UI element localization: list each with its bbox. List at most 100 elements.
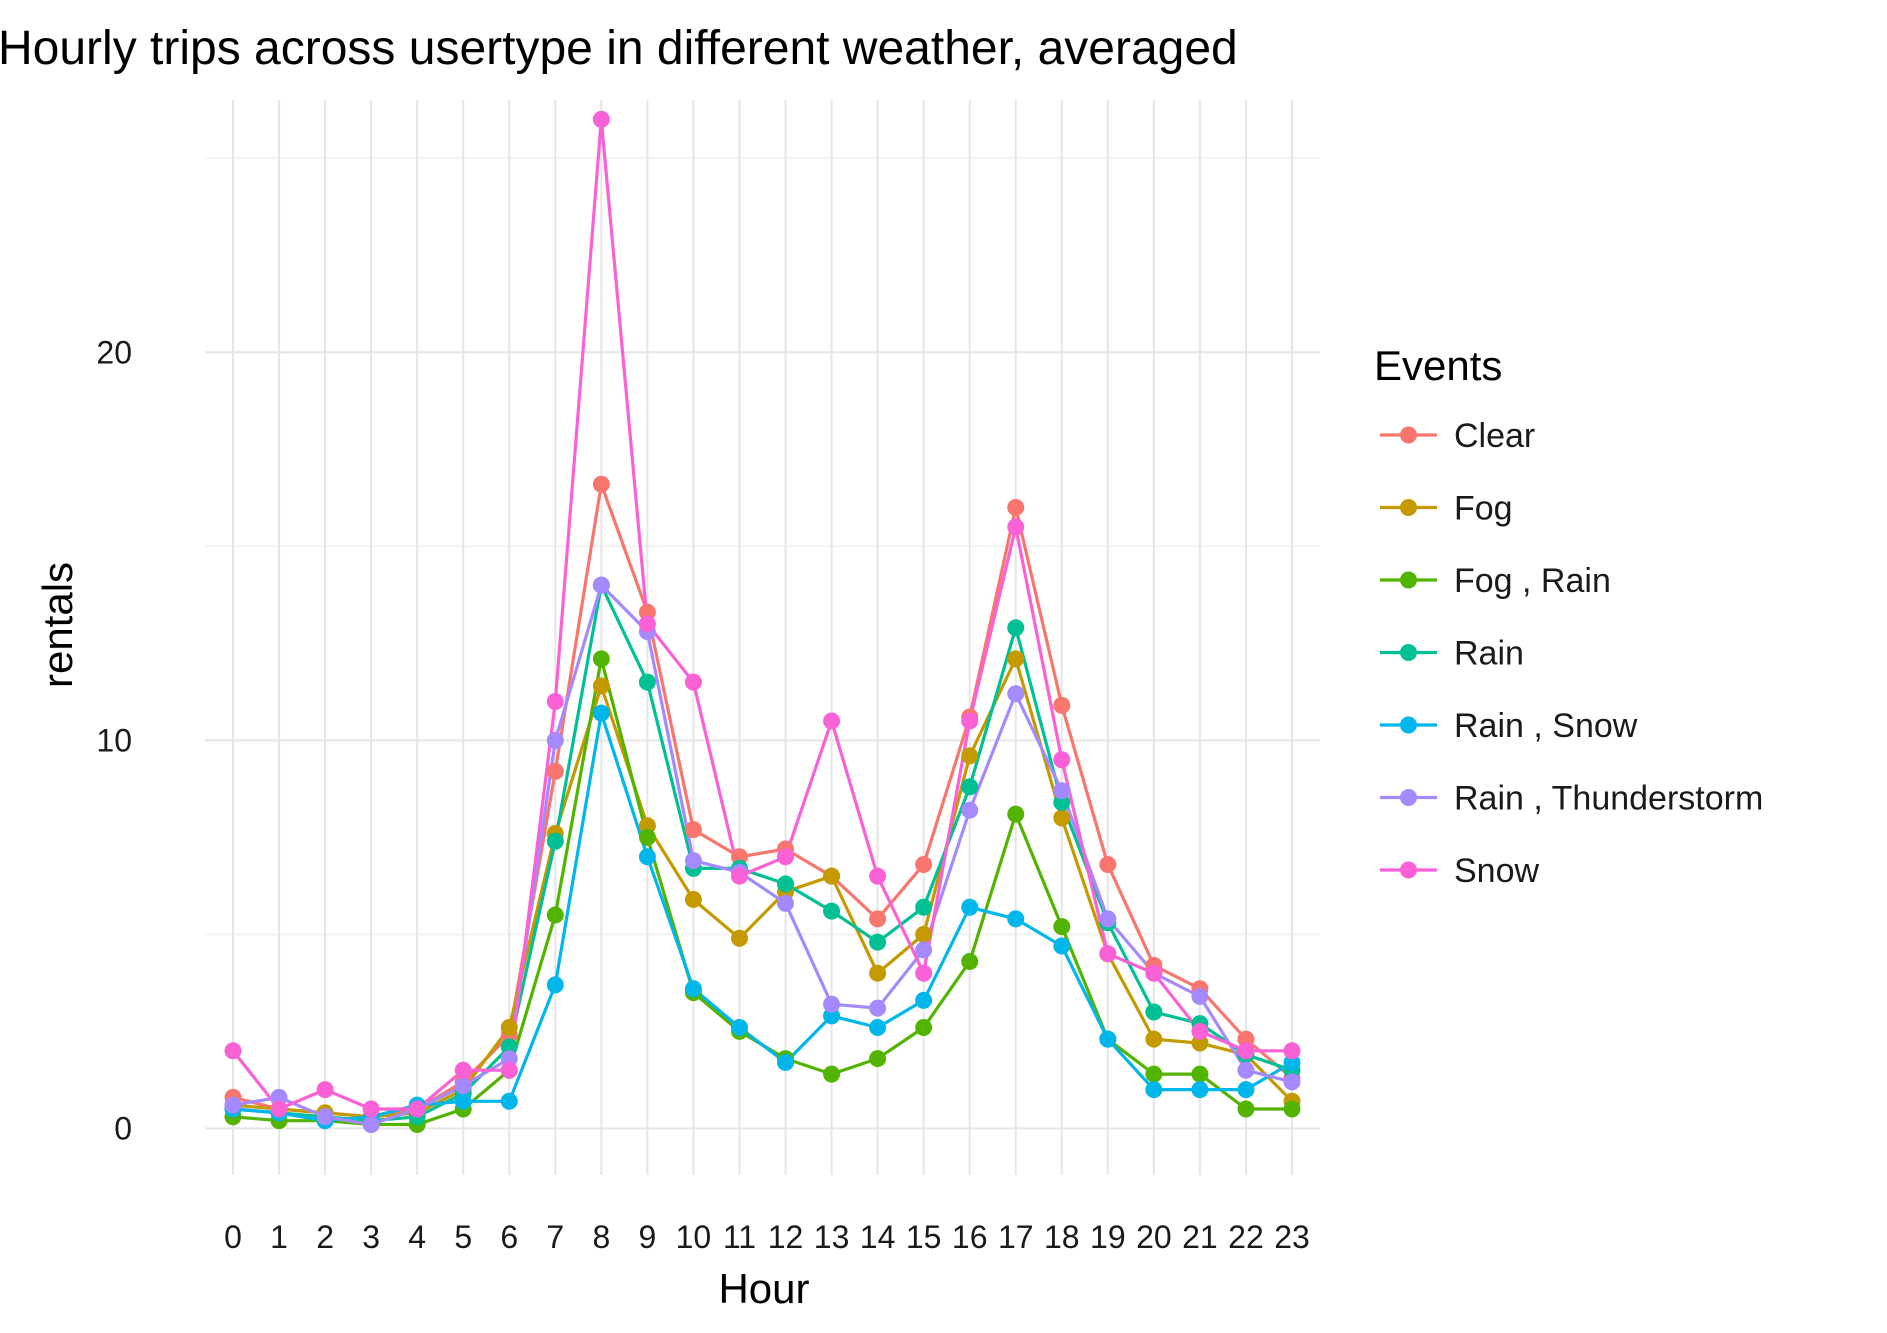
x-tick-label: 22	[1228, 1219, 1264, 1255]
legend-key-point	[1400, 426, 1417, 444]
data-point	[1145, 1081, 1163, 1099]
data-point	[1053, 696, 1071, 714]
data-point	[730, 929, 748, 947]
legend-items: Clear Fog Fog , Rain Rain Rain , Snow Rain , …	[1380, 417, 1763, 890]
data-point	[408, 1100, 426, 1118]
data-point	[1283, 1100, 1301, 1118]
x-tick-label: 16	[952, 1219, 988, 1255]
data-point	[592, 110, 610, 128]
data-point	[1145, 1065, 1163, 1083]
x-tick-label: 17	[998, 1219, 1034, 1255]
legend-label: Clear	[1454, 417, 1535, 455]
data-point	[684, 980, 702, 998]
data-point	[823, 867, 841, 885]
data-point	[1099, 945, 1117, 963]
series-points	[224, 110, 1301, 1134]
data-point	[915, 925, 933, 943]
x-tick-label: 21	[1182, 1219, 1218, 1255]
legend-key-point	[1400, 789, 1417, 806]
data-point	[546, 906, 564, 924]
legend-key-point	[1400, 571, 1417, 589]
data-point	[1191, 1081, 1209, 1099]
x-tick-label: 4	[408, 1219, 426, 1255]
data-point	[1053, 809, 1071, 827]
data-point	[1099, 1030, 1117, 1048]
data-point	[915, 1019, 933, 1037]
data-point	[1053, 793, 1071, 811]
data-point	[777, 875, 795, 893]
data-point	[1053, 937, 1071, 955]
data-point	[961, 778, 979, 796]
data-point	[1145, 1030, 1163, 1048]
data-point	[823, 1065, 841, 1083]
data-point	[638, 828, 656, 846]
legend-label: Rain , Snow	[1454, 707, 1638, 745]
data-point	[1283, 1053, 1301, 1071]
minor-gridlines	[205, 157, 1320, 936]
data-point	[1007, 910, 1025, 928]
data-point	[1053, 782, 1071, 800]
data-point	[454, 1077, 472, 1095]
data-point	[546, 731, 564, 749]
major-gridlines	[205, 100, 1320, 1175]
data-point	[1237, 1030, 1255, 1048]
legend-label: Fog , Rain	[1454, 562, 1611, 600]
data-point	[362, 1116, 380, 1134]
legend-label: Rain	[1454, 635, 1524, 673]
data-point	[638, 848, 656, 866]
data-point	[915, 856, 933, 874]
legend-key-point	[1400, 499, 1417, 516]
data-point	[638, 673, 656, 691]
data-point	[730, 848, 748, 866]
data-point	[638, 817, 656, 835]
y-tick-label: 0	[114, 1110, 132, 1146]
legend-key-point	[1400, 861, 1417, 879]
data-point	[1145, 1003, 1163, 1021]
data-point	[1191, 1022, 1209, 1040]
data-point	[730, 1019, 748, 1037]
data-point	[961, 898, 979, 916]
data-point	[592, 475, 610, 493]
data-point	[823, 902, 841, 920]
data-point	[362, 1100, 380, 1118]
data-point	[684, 821, 702, 839]
data-point	[1283, 1073, 1301, 1091]
x-tick-label: 8	[592, 1219, 610, 1255]
data-point	[500, 1050, 518, 1068]
data-point	[546, 762, 564, 780]
data-point	[270, 1088, 288, 1106]
data-point	[224, 1096, 242, 1114]
data-point	[869, 1019, 887, 1037]
x-tick-label: 2	[316, 1219, 334, 1255]
data-point	[592, 677, 610, 695]
data-point	[777, 1053, 795, 1071]
data-point	[1237, 1042, 1255, 1060]
data-point	[961, 953, 979, 971]
data-point	[869, 999, 887, 1017]
data-point	[1099, 856, 1117, 874]
data-point	[1053, 751, 1071, 769]
data-point	[500, 1038, 518, 1056]
x-tick-label: 23	[1274, 1219, 1310, 1255]
chart-title: Hourly trips across usertype in differen…	[0, 22, 1238, 75]
data-point	[270, 1100, 288, 1118]
data-point	[684, 673, 702, 691]
y-tick-label: 20	[96, 334, 132, 370]
data-point	[1007, 650, 1025, 668]
data-point	[823, 1007, 841, 1025]
data-point	[316, 1081, 334, 1099]
y-tick-label: 10	[96, 722, 132, 758]
data-point	[224, 1042, 242, 1060]
x-axis-title: Hour	[718, 1265, 809, 1312]
legend-key-point	[1400, 716, 1417, 734]
series-line	[232, 657, 1292, 1127]
data-point	[546, 976, 564, 994]
data-point	[777, 848, 795, 866]
x-tick-label: 10	[676, 1219, 712, 1255]
data-point	[869, 1050, 887, 1068]
series-lines	[231, 117, 1294, 1127]
legend-key-point	[1400, 644, 1417, 661]
data-point	[1007, 518, 1025, 536]
legend: Events Clear Fog Fog , Rain Rain Rain , Snow…	[1374, 342, 1763, 890]
